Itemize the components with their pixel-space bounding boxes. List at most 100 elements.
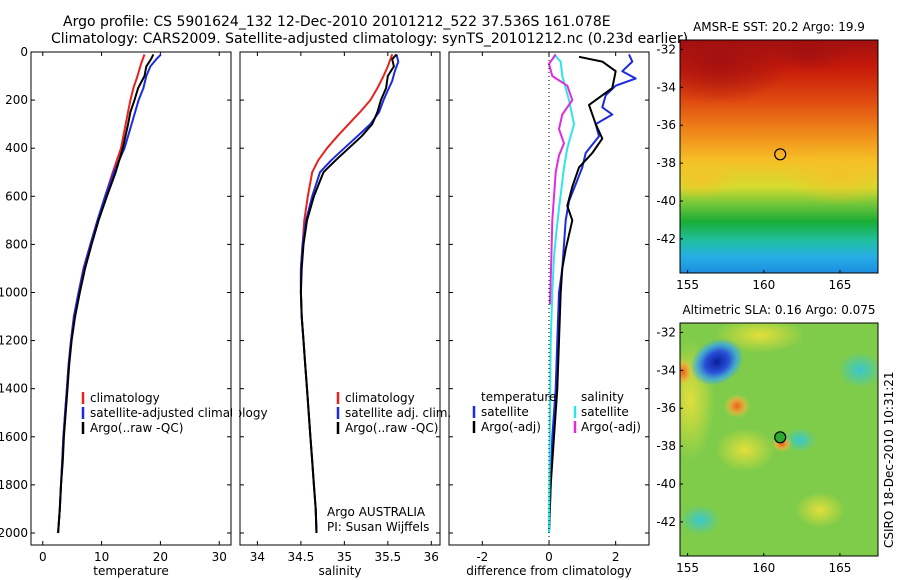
axis-ticks: 0 10 20 30020040060080010001200140016001800… bbox=[0, 45, 649, 564]
series-line-blue bbox=[299, 54, 400, 534]
series-line-black bbox=[548, 55, 617, 534]
y-tick-label: 400 bbox=[5, 141, 28, 155]
sla-yellow-band-3 bbox=[715, 428, 775, 472]
x-tick-label: 0 bbox=[39, 550, 47, 564]
sla-cyan-patch-3 bbox=[784, 428, 816, 452]
x-tick-label: 35.5 bbox=[374, 550, 401, 564]
salinity-axes-frame bbox=[239, 51, 441, 546]
series-line-red bbox=[299, 54, 394, 534]
map-y-tick-label: -36 bbox=[656, 401, 676, 415]
map-y-tick-label: -34 bbox=[656, 80, 676, 94]
x-tick-label: 34 bbox=[250, 550, 265, 564]
sla-map-title: Altimetric SLA: 0.16 Argo: 0.075 bbox=[682, 303, 875, 317]
y-tick-label: 1000 bbox=[0, 285, 28, 299]
legend-label-sal-satellite: satellite bbox=[581, 405, 629, 419]
y-tick-label: 800 bbox=[5, 237, 28, 251]
x-tick-label: 34.5 bbox=[288, 550, 315, 564]
temperature-axes-frame bbox=[30, 51, 232, 546]
sst-warm-core bbox=[680, 40, 790, 105]
map-y-tick-label: -40 bbox=[656, 194, 676, 208]
legend-label-satellite-adjusted: satellite-adjusted climatology bbox=[90, 406, 268, 420]
annotation-pi: PI: Susan Wijffels bbox=[327, 520, 429, 534]
map-y-tick-label: -42 bbox=[656, 232, 676, 246]
legend-label-temp-argo: Argo(-adj) bbox=[481, 420, 541, 434]
y-tick-label: 1200 bbox=[0, 334, 28, 348]
sst-map-title: AMSR-E SST: 20.2 Argo: 19.9 bbox=[693, 20, 865, 34]
x-tick-label: 0 bbox=[545, 550, 553, 564]
legend-label-argo: Argo(..raw -QC) bbox=[90, 421, 183, 435]
sst-yellow-tongue bbox=[785, 145, 878, 205]
series-line-black bbox=[57, 53, 155, 534]
sla-map-frame bbox=[679, 322, 879, 557]
salinity-xlabel: salinity bbox=[318, 564, 361, 578]
temperature-xlabel: temperature bbox=[93, 564, 168, 578]
legend-label-climatology: climatology bbox=[345, 391, 415, 405]
y-tick-label: 1800 bbox=[0, 478, 28, 492]
annotation-argo-australia: Argo AUSTRALIA bbox=[327, 505, 426, 519]
legend-label-argo: Argo(..raw -QC) bbox=[345, 421, 438, 435]
header-line-1: Argo profile: CS 5901624_132 12-Dec-2010… bbox=[63, 14, 611, 30]
map-y-tick-label: -40 bbox=[656, 477, 676, 491]
legend-label-satellite-adj: satellite adj. clim. bbox=[345, 406, 451, 420]
difference-legend: temperature satellite Argo(-adj) salinit… bbox=[472, 390, 641, 434]
sst-map-field bbox=[680, 40, 878, 273]
sla-map-ticks: 155 160 165 -32 -34 -36 -38 -40 -42 bbox=[656, 325, 851, 575]
legend-title-temperature: temperature bbox=[481, 390, 556, 404]
sst-warm-lobe bbox=[770, 40, 850, 72]
panel-series bbox=[57, 53, 162, 534]
map-x-tick-label: 160 bbox=[752, 278, 775, 292]
map-y-tick-label: -42 bbox=[656, 515, 676, 529]
map-x-tick-label: 160 bbox=[752, 561, 775, 575]
x-tick-label: 10 bbox=[94, 550, 109, 564]
sst-map-frame bbox=[679, 39, 879, 274]
y-tick-label: 200 bbox=[5, 93, 28, 107]
sla-warm-patch bbox=[680, 358, 693, 386]
x-tick-label: 20 bbox=[153, 550, 168, 564]
x-tick-label: 2 bbox=[612, 550, 620, 564]
sla-yellow-band-4 bbox=[795, 492, 845, 528]
y-tick-label: 600 bbox=[5, 189, 28, 203]
legend-label-climatology: climatology bbox=[90, 391, 160, 405]
sst-map-ticks: 155 160 165 -32 -34 -36 -38 -40 -42 bbox=[656, 42, 851, 292]
salinity-legend: climatology satellite adj. clim. Argo(..… bbox=[336, 391, 451, 435]
x-tick-label: 35 bbox=[337, 550, 352, 564]
map-y-tick-label: -36 bbox=[656, 118, 676, 132]
profile-lines bbox=[57, 53, 637, 534]
y-tick-label: 0 bbox=[20, 45, 28, 59]
sst-yellow-patch bbox=[680, 162, 735, 198]
series-line-blue bbox=[57, 53, 162, 534]
sla-cyan-patch-1 bbox=[838, 352, 878, 388]
legend-label-temp-satellite: satellite bbox=[481, 405, 529, 419]
map-y-tick-label: -38 bbox=[656, 439, 676, 453]
x-tick-label: -2 bbox=[476, 550, 488, 564]
map-x-tick-label: 155 bbox=[676, 561, 699, 575]
y-tick-label: 1600 bbox=[0, 430, 28, 444]
series-line-blue bbox=[548, 53, 637, 534]
y-tick-label: 1400 bbox=[0, 382, 28, 396]
sla-cyan-patch-2 bbox=[680, 505, 720, 535]
map-y-tick-label: -32 bbox=[656, 42, 676, 56]
series-line-magenta bbox=[548, 53, 574, 305]
sst-argo-location-marker bbox=[774, 148, 787, 161]
sla-cyclonic-eddy bbox=[690, 338, 744, 386]
x-tick-label: 36 bbox=[424, 550, 439, 564]
sla-argo-location-marker bbox=[774, 431, 787, 444]
temperature-legend: climatology satellite-adjusted climatolo… bbox=[81, 391, 268, 435]
x-tick-label: 30 bbox=[212, 550, 227, 564]
difference-xlabel: difference from climatology bbox=[466, 564, 632, 578]
map-x-tick-label: 165 bbox=[828, 278, 851, 292]
legend-label-sal-argo: Argo(-adj) bbox=[581, 420, 641, 434]
panel-series bbox=[299, 53, 400, 534]
sla-map-field bbox=[680, 323, 878, 556]
legend-title-salinity: salinity bbox=[581, 390, 624, 404]
panel-series bbox=[548, 53, 637, 534]
panel-gap-cover bbox=[232, 388, 239, 438]
series-line-black bbox=[299, 53, 398, 534]
header-line-2: Climatology: CARS2009. Satellite-adjuste… bbox=[51, 31, 688, 47]
map-y-tick-label: -32 bbox=[656, 325, 676, 339]
sla-warm-eddy bbox=[724, 394, 750, 418]
y-tick-label: 2000 bbox=[0, 526, 28, 540]
map-y-tick-label: -34 bbox=[656, 363, 676, 377]
map-x-tick-label: 165 bbox=[828, 561, 851, 575]
